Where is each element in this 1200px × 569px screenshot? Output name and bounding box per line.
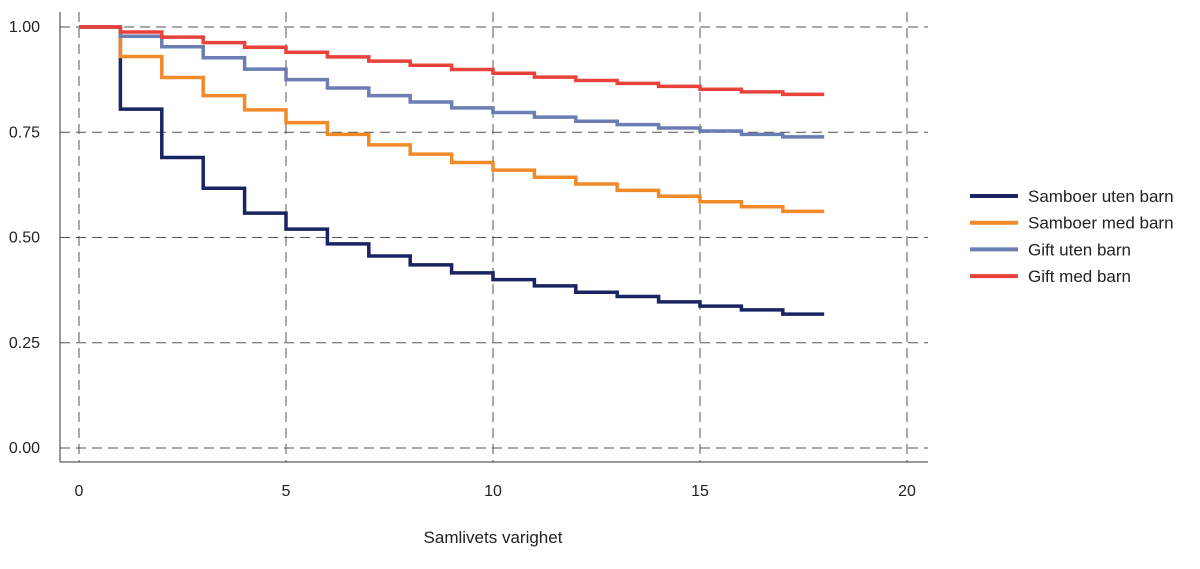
series-line-0 — [79, 25, 825, 316]
x-axis-label: Samlivets varighet — [424, 528, 563, 547]
axes — [59, 12, 928, 463]
x-tick-label: 5 — [282, 483, 291, 500]
x-tick-label: 0 — [75, 483, 84, 500]
y-tick-label: 0.00 — [9, 440, 40, 457]
x-tick-label: 20 — [898, 483, 916, 500]
y-tick-label: 0.25 — [9, 335, 40, 352]
series-line-2 — [79, 25, 825, 139]
grid — [60, 12, 928, 462]
tick-labels: 0.00 0.25 0.50 0.75 1.00 0 5 10 15 20 — [9, 19, 916, 500]
y-tick-label: 0.50 — [9, 230, 40, 247]
legend-label: Gift uten barn — [1028, 240, 1131, 259]
legend-label: Gift med barn — [1028, 267, 1131, 286]
series-line-1 — [79, 25, 825, 214]
series-lines — [79, 25, 825, 316]
legend-label: Samboer uten barn — [1028, 187, 1174, 206]
series-line-3 — [79, 25, 825, 97]
y-tick-label: 1.00 — [9, 19, 40, 36]
x-tick-label: 15 — [691, 483, 709, 500]
y-tick-label: 0.75 — [9, 124, 40, 141]
legend-label: Samboer med barn — [1028, 214, 1174, 233]
x-tick-label: 10 — [484, 483, 502, 500]
legend: Samboer uten barn Samboer med barn Gift ut… — [970, 187, 1174, 286]
